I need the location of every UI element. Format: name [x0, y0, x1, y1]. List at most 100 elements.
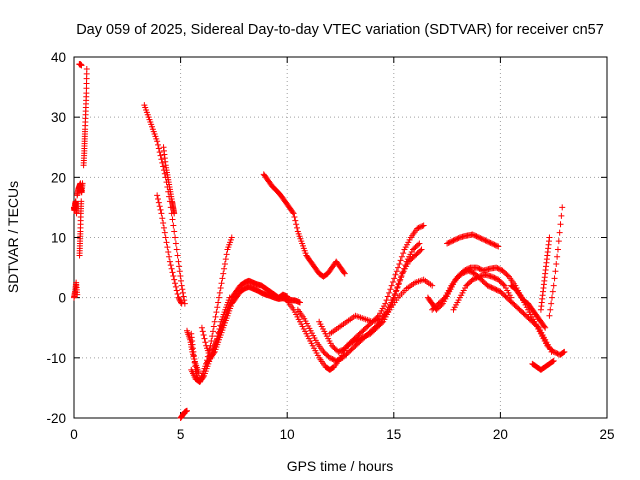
series-arc-10: [177, 407, 190, 421]
data-point: [546, 234, 553, 241]
data-point: [419, 223, 426, 230]
data-point: [208, 337, 215, 344]
data-point: [484, 282, 491, 289]
data-point: [215, 294, 222, 301]
data-point: [222, 256, 229, 263]
data-point: [473, 233, 480, 240]
data-point: [453, 236, 460, 243]
series-arc-16: [260, 171, 348, 280]
axis-ticks: 0 5 10 15 20 25 -20 -10 0 10 20 30 40: [46, 50, 614, 442]
data-point: [483, 238, 490, 245]
data-point: [158, 156, 165, 163]
data-point: [159, 215, 166, 222]
data-point: [358, 334, 365, 341]
data-point: [353, 337, 360, 344]
data-point: [472, 232, 479, 239]
data-point: [78, 198, 85, 205]
data-point: [355, 336, 362, 343]
data-point: [221, 260, 228, 267]
data-point: [165, 248, 172, 255]
y-tick-label: 30: [51, 110, 66, 125]
data-point: [477, 266, 484, 273]
data-point: [155, 145, 162, 152]
data-point: [390, 295, 397, 302]
data-point: [446, 239, 453, 246]
data-point: [328, 355, 335, 362]
data-point: [341, 270, 348, 277]
data-point: [550, 348, 557, 355]
data-point: [211, 318, 218, 325]
series-arc-25: [508, 282, 549, 331]
data-point: [172, 234, 179, 241]
data-point: [552, 268, 559, 275]
series-arc-28: [546, 204, 566, 319]
data-point: [173, 246, 180, 253]
series-arc-6: [80, 66, 90, 169]
data-point: [179, 289, 186, 296]
data-point: [397, 257, 404, 264]
data-point: [481, 236, 488, 243]
series-arc-18: [294, 240, 423, 364]
series-arc-27: [537, 234, 553, 313]
data-point: [482, 237, 489, 244]
series-arc-14: [203, 277, 291, 367]
series-arc-4: [76, 198, 85, 259]
data-point: [218, 280, 225, 287]
data-point: [416, 224, 423, 231]
data-point: [555, 238, 562, 245]
data-point: [202, 339, 209, 346]
data-point: [337, 356, 344, 363]
series-arc-8: [154, 192, 185, 307]
data-point: [174, 252, 181, 259]
data-point: [420, 222, 427, 229]
data-point: [156, 149, 163, 156]
data-point: [384, 293, 391, 300]
data-point: [78, 62, 85, 69]
data-point: [541, 323, 548, 330]
data-point: [449, 238, 456, 245]
data-point: [164, 244, 171, 251]
data-point: [486, 239, 493, 246]
data-point: [548, 294, 555, 301]
data-point: [172, 283, 179, 290]
data-point: [166, 253, 173, 260]
data-point: [495, 265, 502, 272]
data-point: [393, 268, 400, 275]
series-arc-19: [316, 246, 425, 355]
data-point: [395, 264, 402, 271]
data-point: [364, 331, 371, 338]
data-point: [337, 347, 344, 354]
data-point: [494, 265, 501, 272]
data-point: [161, 229, 168, 236]
series-arc-12: [188, 294, 233, 385]
data-point: [159, 159, 166, 166]
data-point: [391, 275, 398, 282]
data-point: [554, 253, 561, 260]
data-point: [473, 274, 480, 281]
data-point: [212, 313, 219, 320]
data-point: [476, 234, 483, 241]
series-arc-26: [529, 357, 557, 373]
data-point: [350, 338, 357, 345]
data-point: [469, 276, 476, 283]
data-point: [195, 369, 202, 376]
data-point: [336, 348, 343, 355]
data-point: [220, 270, 227, 277]
data-point: [163, 239, 170, 246]
data-point: [326, 354, 333, 361]
data-point: [172, 280, 179, 287]
data-point: [418, 246, 425, 253]
data-point: [548, 300, 555, 307]
data-point: [417, 247, 424, 254]
data-point: [494, 287, 501, 294]
data-point: [561, 348, 568, 355]
data-point: [470, 276, 477, 283]
y-tick-label: 0: [58, 291, 66, 306]
data-point: [500, 281, 507, 288]
data-point: [219, 275, 226, 282]
data-point: [395, 281, 402, 288]
data-point: [179, 286, 186, 293]
data-point: [450, 237, 457, 244]
data-point: [493, 264, 500, 271]
